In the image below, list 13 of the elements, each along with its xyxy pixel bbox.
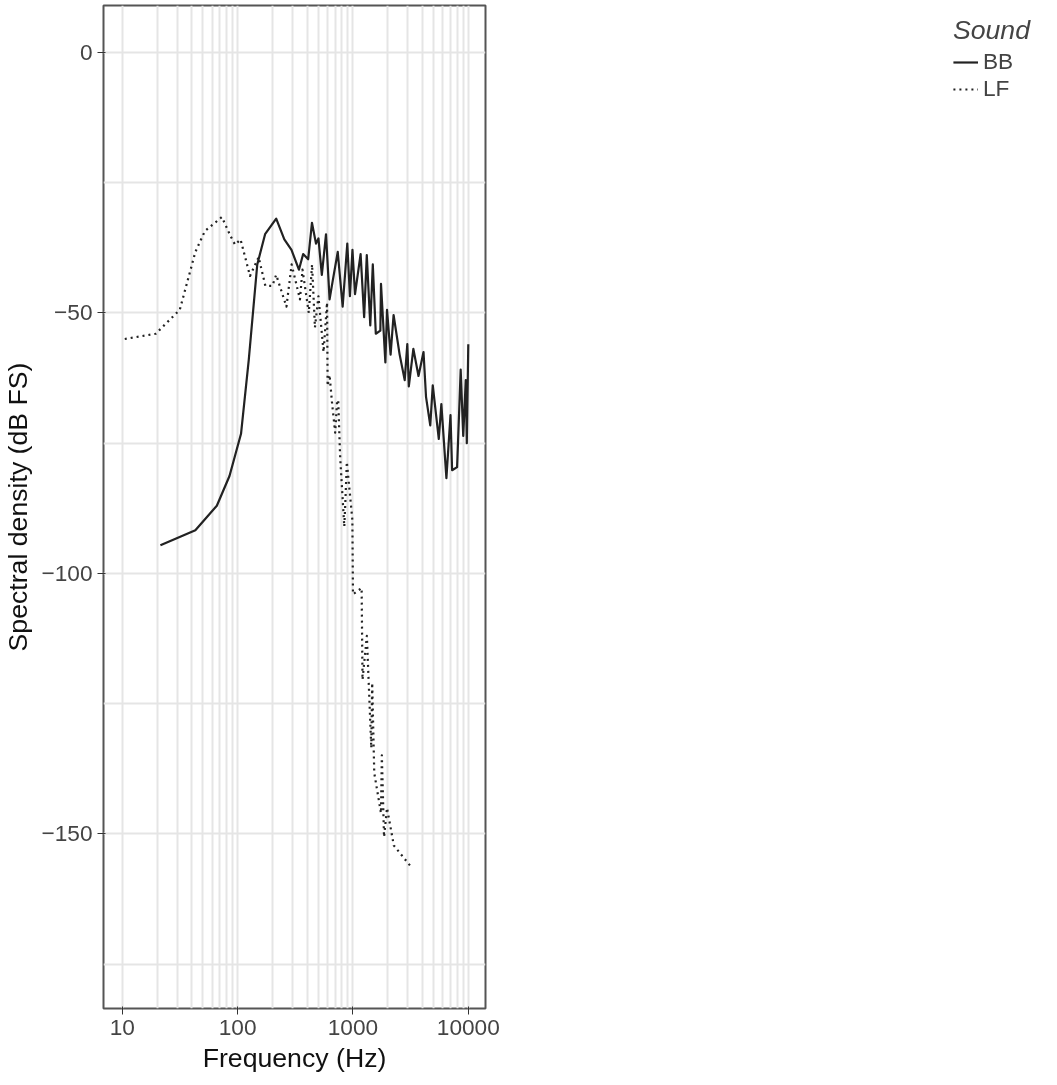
x-tick-label: 100 (218, 1013, 257, 1040)
y-tick-label: 0 (79, 38, 93, 65)
y-tick-label: −50 (54, 299, 93, 326)
x-tick-label: 1000 (327, 1013, 379, 1040)
x-tick-label: 10000 (436, 1013, 500, 1040)
x-tick-label: 10 (109, 1013, 135, 1040)
legend-label: BB (982, 48, 1014, 75)
y-tick-label: −150 (41, 820, 93, 847)
y-axis-title: Spectral density (dB FS) (3, 362, 34, 652)
x-axis-title: Frequency (Hz) (202, 1042, 387, 1073)
y-tick-label: −100 (41, 559, 93, 586)
legend-label: LF (982, 75, 1010, 102)
legend-title: Sound (952, 15, 1030, 46)
